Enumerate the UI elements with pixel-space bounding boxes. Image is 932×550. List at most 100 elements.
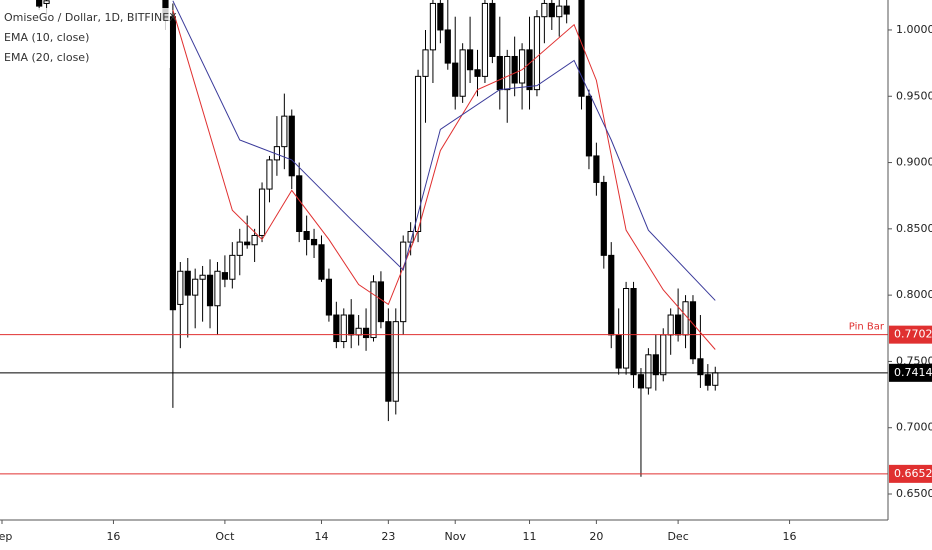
candle-body [169,16,176,311]
legend-bg [0,8,170,68]
candle-body [206,274,214,307]
x-tick-label: 16 [106,530,120,543]
candle-body [704,374,711,386]
candle-body [526,49,533,91]
chart-title: OmiseGo / Dollar, 1D, BITFINEX [4,11,177,24]
candle-body [452,62,459,97]
candle-body [660,334,667,376]
candle-body [712,372,719,386]
candle-body [296,175,303,232]
candle-body [303,230,310,240]
x-tick-label: Dec [667,530,688,543]
candle-body [214,270,221,307]
candle-body [340,314,347,343]
candle-body [422,49,429,77]
legend-entry: EMA (10, close) [4,31,89,44]
candle-body [362,327,370,339]
price-label: 0.7414 [894,366,932,379]
candle-body [652,354,659,376]
candle-body [585,95,593,157]
candle-body [615,334,622,369]
ema-line [172,0,716,301]
line-name: Pin Bar [849,322,885,333]
candle-body [266,159,273,190]
candle-body [437,2,444,31]
candle-body [608,254,615,336]
y-tick-label: 0.6500 [896,487,932,500]
candle-body [593,155,600,183]
candle-body [645,354,652,389]
y-tick-label: 0.9000 [896,156,932,169]
candle-body [377,281,385,323]
candle-body [348,314,355,336]
candle-body [36,0,43,7]
x-tick-label: Oct [215,530,235,543]
candle-body [429,2,437,51]
price-label: 0.6652 [894,467,932,480]
candle-body [623,288,630,369]
candle-body [355,327,362,336]
candle-body [675,314,682,336]
candle-body [43,0,50,4]
candle-body [392,321,399,402]
candle-body [325,278,333,316]
x-tick-label: Nov [444,530,466,543]
plot-area [0,0,888,477]
candle-body [400,241,407,323]
axes: 0.65000.70000.75000.80000.85000.90000.95… [0,23,932,543]
candle-body [541,2,548,18]
candle-body [370,281,377,339]
candle-body [474,69,481,77]
candle-body [244,241,251,246]
candle-body [251,234,258,246]
candle-body [511,55,518,84]
candle-body [504,55,511,91]
candle-body [689,301,697,360]
candle-body [466,49,474,71]
candle-body [184,270,191,296]
ema-line [172,9,716,350]
candle-body [578,0,585,97]
candle-body [310,238,318,246]
candle-body [489,2,496,57]
candle-body [496,55,503,91]
candle-body [459,49,466,97]
y-tick-label: 0.9500 [896,89,932,102]
candle-body [444,29,451,64]
price-label-box [889,363,932,382]
candle-body [333,314,340,343]
candle-body [192,278,199,296]
candle-body [556,5,563,18]
y-tick-label: 0.8000 [896,288,932,301]
price-label-box [889,325,932,344]
candle-body [630,288,637,376]
candle-body [667,314,674,336]
candle-body [288,115,295,177]
candle-body [600,181,607,256]
candle-body [258,188,266,236]
price-label: 0.7702 [894,328,932,341]
x-tick-label: 23 [381,530,395,543]
candle-body [281,115,288,148]
candle-body [518,49,526,84]
candle-body [548,2,555,18]
candle-body [533,16,541,91]
candle-body [199,274,206,280]
candle-body [229,254,236,280]
candle-body [221,272,228,280]
x-tick-label: 20 [589,530,603,543]
x-tick-label: 14 [314,530,328,543]
candle-body [177,270,184,305]
candle-body [563,5,570,15]
candle-body [236,241,243,256]
candle-body [385,321,392,402]
x-tick-label: 16 [783,530,797,543]
candle-body [697,358,704,376]
candle-body [481,2,489,77]
x-tick-label: 11 [523,530,537,543]
price-label-box [889,464,932,483]
legend-entry: EMA (20, close) [4,51,89,64]
candle-body [682,301,689,336]
